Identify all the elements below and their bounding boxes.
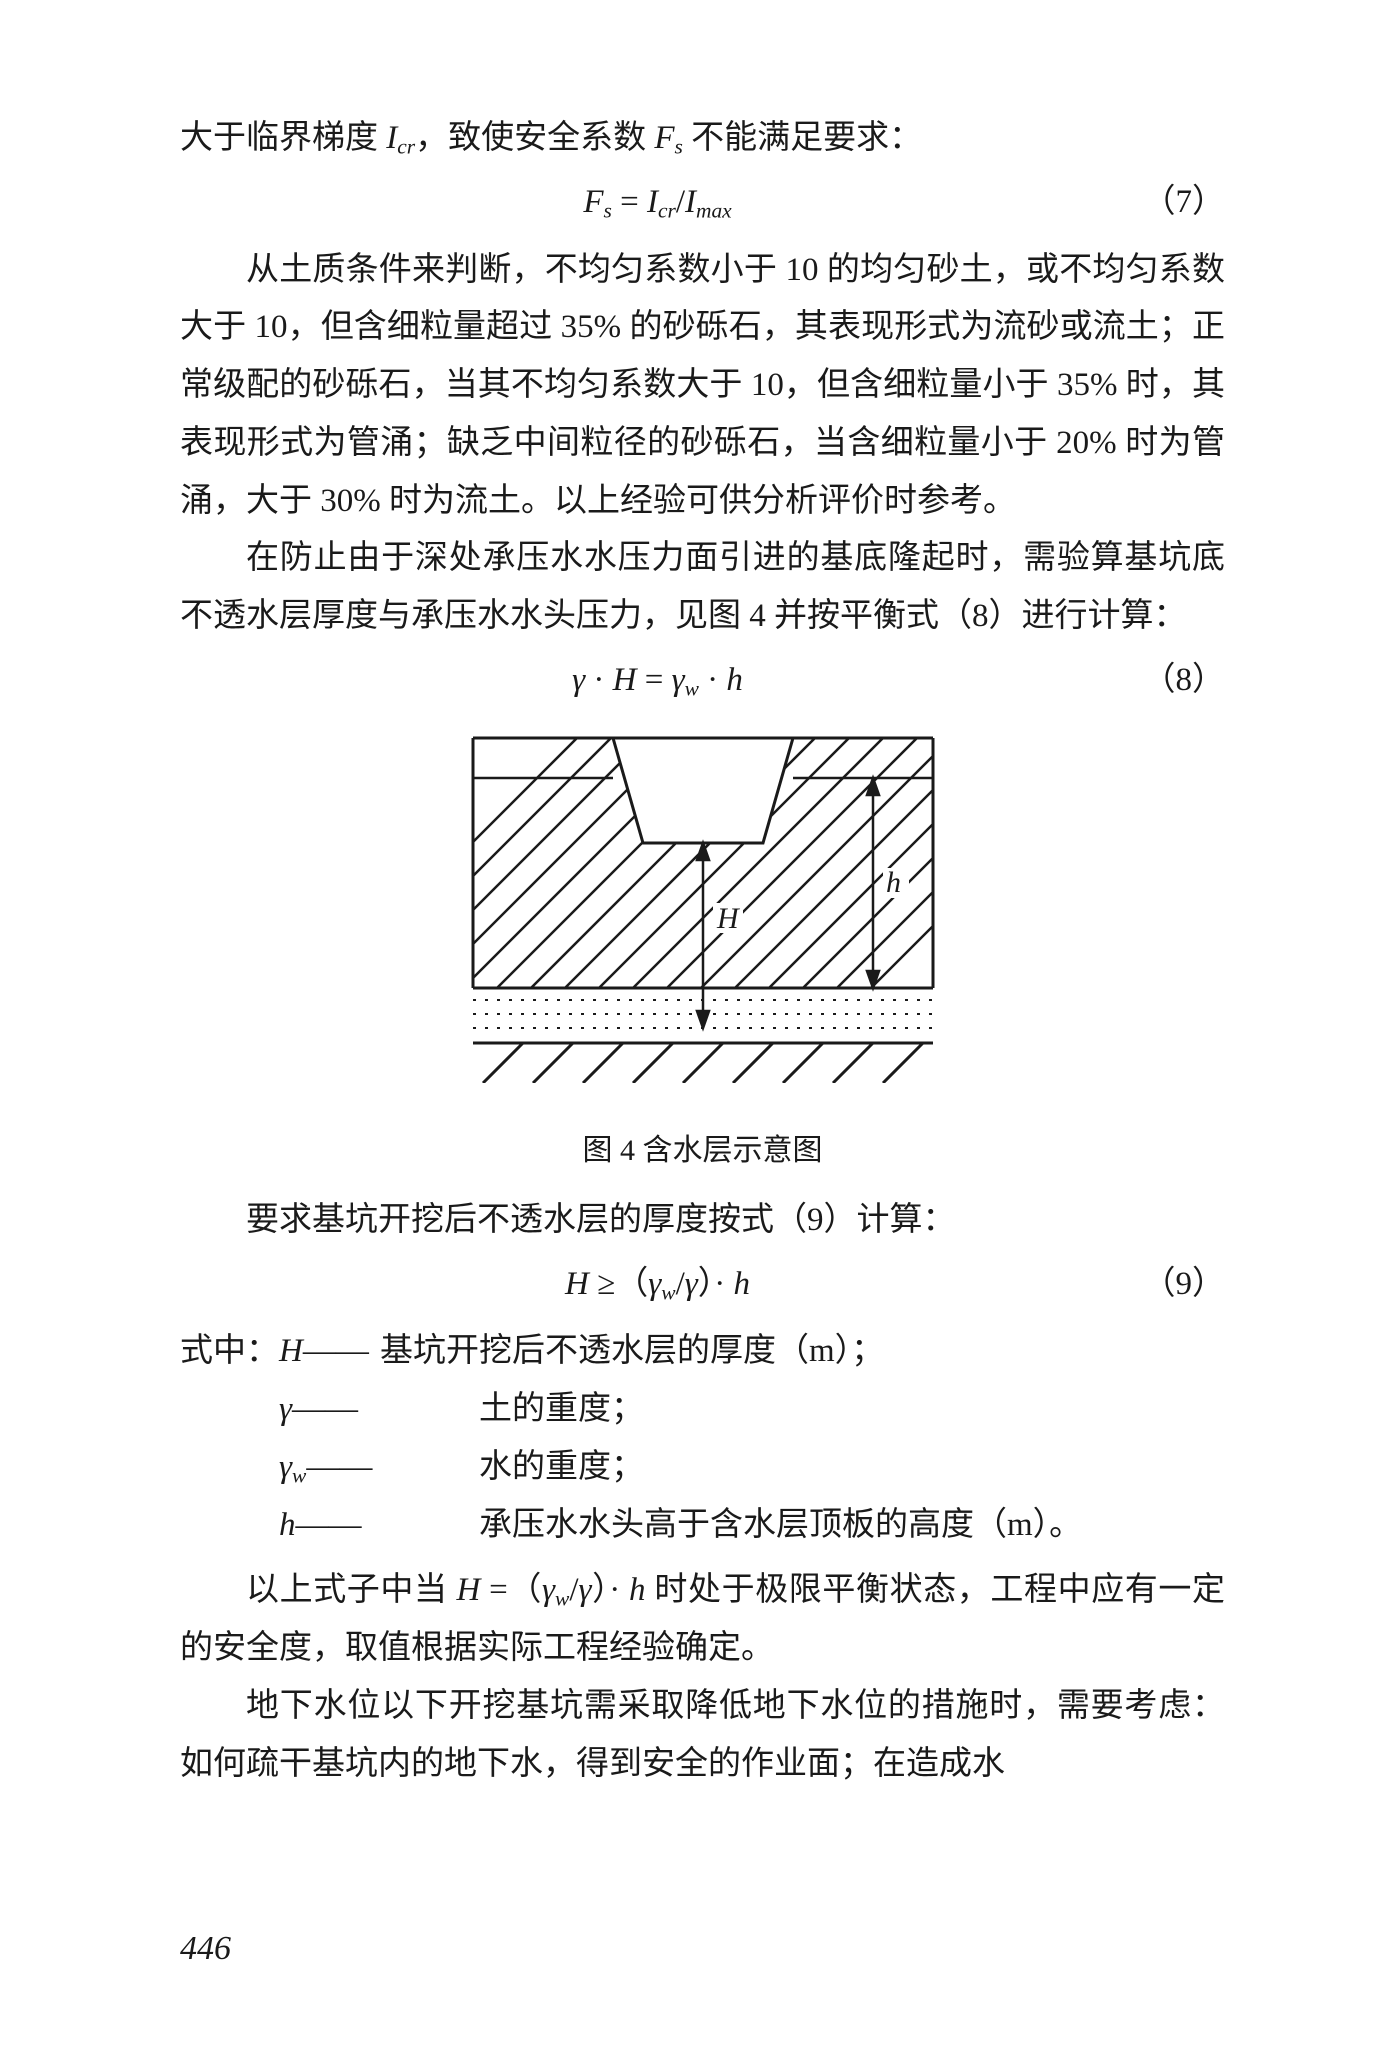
equation-9: H ≥（γw/γ）· h （9） bbox=[180, 1256, 1225, 1314]
figure-4-caption: 图 4 含水层示意图 bbox=[180, 1125, 1225, 1178]
def-gamma-w: 水的重度； bbox=[479, 1439, 1225, 1497]
def-gamma: 土的重度； bbox=[479, 1381, 1225, 1439]
paragraph-eq9-intro: 要求基坑开挖后不透水层的厚度按式（9）计算： bbox=[180, 1192, 1225, 1250]
symbol-definitions: 式中：H—— 基坑开挖后不透水层的厚度（m）； γ—— 土的重度； γw—— 水… bbox=[180, 1323, 1225, 1554]
eq8-number: （8） bbox=[1135, 652, 1225, 710]
aquifer-diagram: H h bbox=[443, 728, 963, 1098]
equation-7: Fs = Icr/Imax （7） bbox=[180, 174, 1225, 232]
page: 大于临界梯度 Icr，致使安全系数 Fs 不能满足要求： Fs = Icr/Im… bbox=[0, 0, 1375, 2048]
label-H: H bbox=[716, 902, 741, 935]
paragraph-limit-state: 以上式子中当 H =（γw/γ）· h 时处于极限平衡状态，工程中应有一定的安全… bbox=[180, 1562, 1225, 1678]
paragraph-balance: 在防止由于深处承压水水压力面引进的基底隆起时，需验算基坑底不透水层厚度与承压水水… bbox=[180, 530, 1225, 646]
label-h: h bbox=[886, 866, 901, 899]
paragraph-soil: 从土质条件来判断，不均匀系数小于 10 的均匀砂土，或不均匀系数大于 10，但含… bbox=[180, 242, 1225, 531]
eq9-number: （9） bbox=[1135, 1256, 1225, 1314]
line-intro: 大于临界梯度 Icr，致使安全系数 Fs 不能满足要求： bbox=[180, 110, 1225, 168]
def-h: 承压水水头高于含水层顶板的高度（m）。 bbox=[479, 1497, 1225, 1555]
def-H: 基坑开挖后不透水层的厚度（m）； bbox=[380, 1323, 1225, 1381]
page-number: 446 bbox=[180, 1919, 231, 1979]
eq7-number: （7） bbox=[1135, 174, 1225, 232]
equation-8: γ · H = γw · h （8） bbox=[180, 652, 1225, 710]
figure-4: H h bbox=[180, 728, 1225, 1118]
paragraph-groundwater: 地下水位以下开挖基坑需采取降低地下水位的措施时，需要考虑：如何疏干基坑内的地下水… bbox=[180, 1678, 1225, 1794]
